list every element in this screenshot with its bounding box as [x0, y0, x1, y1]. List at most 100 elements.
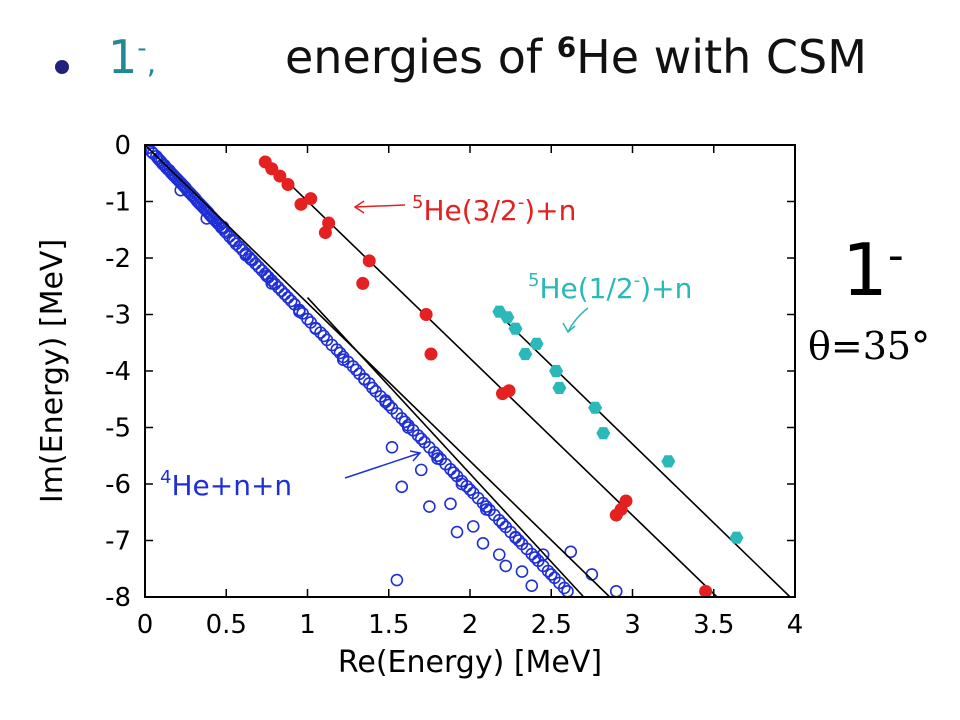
three-body-point — [561, 585, 574, 597]
three-body-point — [271, 281, 285, 294]
y-tick-label: -2 — [105, 244, 131, 274]
he5-3-2-point — [294, 197, 308, 211]
x-tick-label: 3 — [624, 610, 641, 640]
three-body-point — [512, 534, 526, 547]
three-body-point — [309, 322, 322, 335]
he5-3-2-point — [273, 169, 287, 183]
three-body-point — [395, 480, 409, 494]
plot-area — [145, 145, 791, 597]
he5-3-2-label: 5He(3/2-)+n — [412, 192, 576, 227]
y-tick-label: -6 — [105, 470, 131, 500]
y-tick-label: -3 — [105, 301, 131, 331]
three-body-point — [379, 395, 392, 409]
ticks-layer: 0 0.5 1 1.5 2 2.5 3 3.5 40-1-2-3-4-5-6-7-8 — [105, 131, 803, 640]
three-body-point — [395, 412, 409, 425]
he5-1-2-point — [552, 381, 567, 394]
three-body-point — [414, 463, 428, 477]
he5-3-2-point — [424, 347, 438, 361]
he5-3-2-tail: )+n — [524, 194, 576, 227]
three-body-point — [492, 548, 506, 561]
three-body-point — [411, 429, 425, 442]
three-body-point — [317, 329, 331, 343]
three-body-point — [541, 564, 555, 578]
three-body-point — [536, 548, 550, 561]
three-body-point — [479, 503, 493, 516]
three-body-point — [492, 513, 506, 527]
he5-1-2-point — [661, 455, 676, 468]
slide-title: 1-, energies of 6He with CSM — [0, 0, 960, 110]
he5-1-2-mass: 5 — [528, 270, 539, 291]
x-tick-label: 0.5 — [206, 610, 247, 640]
he4-nn-label: 4He+n+n — [160, 467, 292, 502]
three-body-point — [499, 559, 513, 573]
three-body-point — [444, 497, 457, 511]
three-body-point — [450, 525, 464, 539]
three-body-point — [455, 477, 469, 491]
he5-3-2-point — [699, 584, 713, 597]
he5-1-2-text: He(1/2 — [539, 272, 633, 305]
three-body-point — [476, 537, 490, 550]
he5-1-2-tail: )+n — [640, 272, 692, 305]
arrowhead-he4-nn — [409, 450, 422, 462]
x-tick-label: 2.5 — [531, 610, 572, 640]
three-body-point — [401, 421, 415, 434]
title-state-label: 1-, — [108, 30, 157, 84]
three-body-point — [330, 343, 344, 356]
arrow-he5-3-2 — [354, 204, 406, 208]
three-body-point — [265, 277, 279, 290]
x-axis-label: Re(Energy) [MeV] — [338, 645, 602, 680]
three-body-point — [249, 257, 262, 270]
three-body-point — [431, 452, 444, 465]
y-tick-label: -8 — [105, 583, 131, 613]
three-body-point — [509, 531, 522, 544]
three-body-point — [258, 267, 272, 281]
three-body-point — [349, 363, 363, 377]
three-body-point — [239, 248, 253, 262]
arrowhead-he5-3-2 — [353, 200, 365, 214]
rotation-line — [145, 145, 611, 597]
y-tick-label: -4 — [105, 357, 131, 387]
three-body-point — [252, 260, 266, 274]
three-body-point — [366, 381, 379, 395]
three-body-point — [346, 360, 360, 373]
data-layer — [145, 145, 791, 597]
he4-nn-mass: 4 — [160, 467, 171, 488]
three-body-point — [476, 496, 490, 510]
he5-3-2-point — [281, 178, 295, 192]
annotation-arrows — [344, 200, 589, 479]
rotation-line — [266, 161, 718, 597]
three-body-point — [284, 294, 298, 308]
he5-3-2-point — [356, 276, 370, 290]
three-body-point — [275, 284, 288, 298]
he5-3-2-text: He(3/2 — [423, 194, 517, 227]
arrow-he4-nn — [344, 452, 421, 479]
he5-3-2-parity: - — [518, 192, 525, 213]
bullet-dot — [55, 60, 69, 74]
three-body-point — [174, 183, 188, 197]
rotation-line — [495, 311, 791, 597]
x-tick-label: 1.5 — [368, 610, 409, 640]
he5-1-2-point — [508, 322, 523, 335]
three-body-point — [333, 346, 347, 360]
three-body-point — [390, 573, 404, 587]
three-body-point — [301, 312, 314, 326]
he5-3-2-point — [502, 384, 516, 398]
three-body-point — [544, 568, 558, 581]
x-tick-label: 3.5 — [693, 610, 734, 640]
rotation-angle-label: θ=35° — [808, 324, 931, 368]
he5-3-2-point — [322, 216, 336, 230]
three-body-point — [423, 500, 436, 513]
y-tick-label: -7 — [105, 527, 131, 557]
three-body-point — [557, 581, 571, 595]
he5-1-2-point — [518, 348, 533, 361]
three-body-point — [585, 568, 599, 581]
three-body-point — [427, 446, 441, 459]
three-body-point — [515, 565, 529, 578]
y-tick-label: -1 — [105, 188, 131, 218]
he5-1-2-point — [549, 364, 564, 378]
he5-1-2-point — [588, 401, 603, 414]
he5-1-2-point — [529, 337, 544, 350]
three-body-point — [382, 398, 396, 412]
three-body-point — [232, 240, 246, 253]
y-tick-label: 0 — [114, 131, 131, 161]
